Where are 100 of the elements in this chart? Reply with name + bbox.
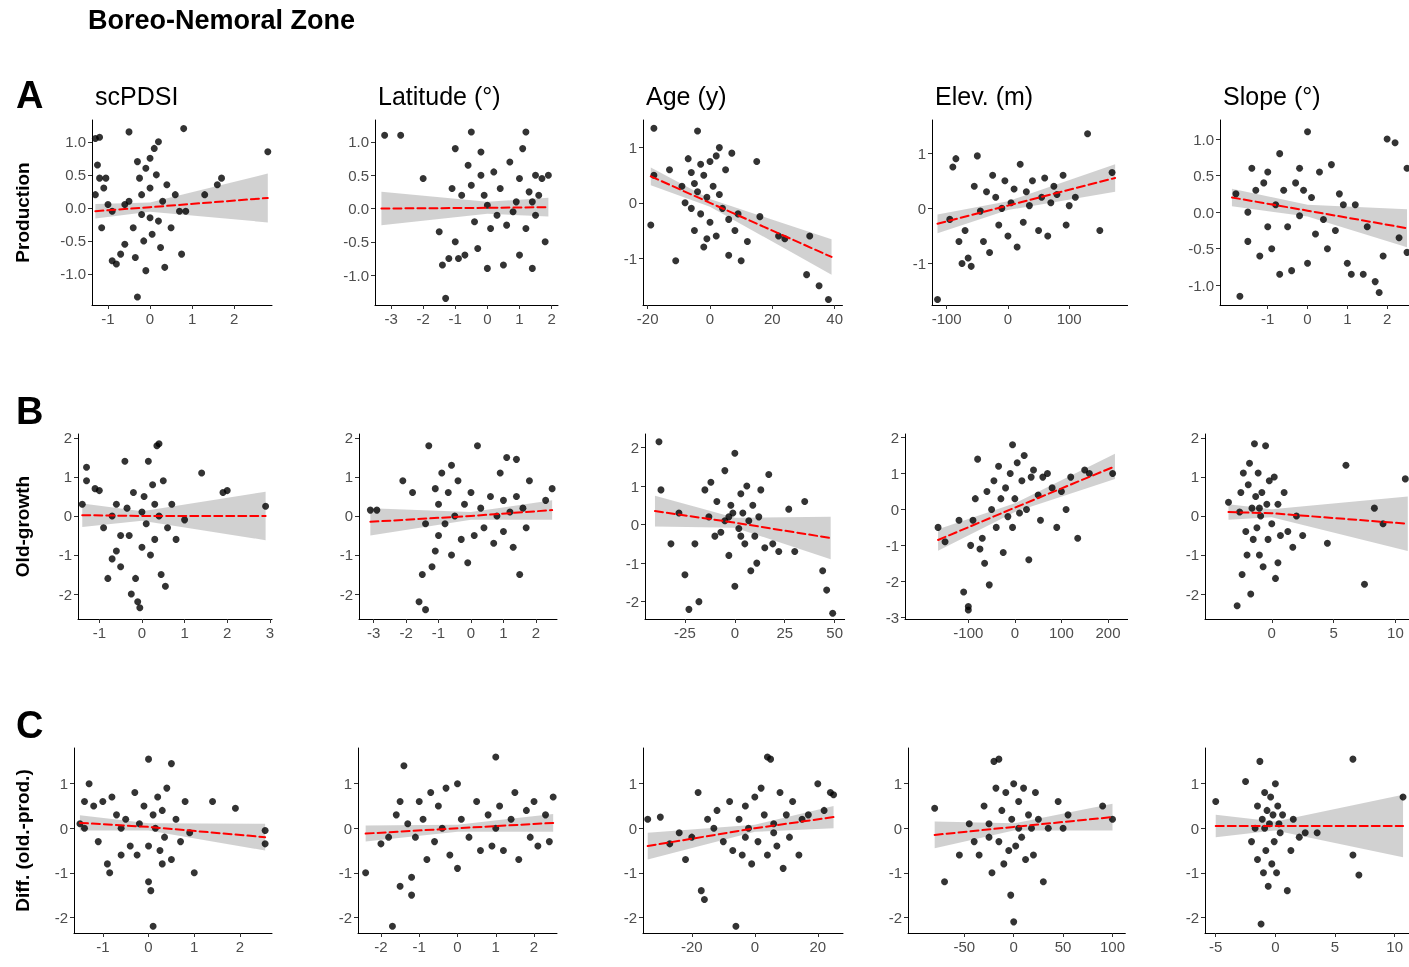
point [100,184,108,192]
point [1036,516,1044,524]
point [1007,891,1015,899]
x-tick-label: 1 [515,310,524,327]
point [964,606,972,614]
point [103,860,111,868]
y-tick-label: 0.0 [348,200,369,218]
point [958,260,966,268]
point [682,855,690,863]
y-tick-label: -2 [1185,585,1199,603]
point [721,467,729,475]
point [757,486,765,494]
point [136,174,144,182]
point [1013,459,1021,467]
point [1250,440,1258,448]
point [444,489,452,497]
point [81,824,89,832]
y-tick-label: 0.0 [65,199,86,217]
point [133,158,141,166]
x-tick-label: 0 [730,624,740,641]
y-tick-label: -2 [58,585,72,603]
x-tick-label: 1 [180,624,189,641]
chart-title: Age (y) [646,81,727,110]
point [710,824,718,832]
point [1084,130,1092,138]
point [145,878,153,886]
point [522,224,530,232]
point [707,478,715,486]
point [1016,160,1024,168]
point [388,922,396,930]
y-tick-label: -2 [339,585,353,603]
point [999,549,1007,557]
point [1028,177,1036,185]
point [100,524,108,532]
point [408,873,416,881]
x-tick-label: -1 [448,310,462,327]
point [694,127,702,135]
point [1331,226,1339,234]
point [1403,164,1409,172]
point [182,207,190,215]
x-tick-label: 2 [531,624,541,641]
point [1109,470,1117,478]
x-tick-label: 2 [1382,310,1392,327]
point [700,243,708,251]
point [96,133,104,141]
x-tick-label: 0 [1271,938,1280,955]
point [737,532,745,540]
point [701,486,709,494]
point [989,171,997,179]
point [1271,574,1279,582]
point [548,485,556,493]
y-tick-label: 0.5 [1193,167,1214,185]
y-tick-label: 1 [917,144,926,162]
point [1048,484,1056,492]
point [1099,802,1107,810]
point [934,523,942,531]
point [522,806,530,814]
point [112,260,120,268]
point [1254,855,1261,863]
point [650,124,658,132]
point [104,574,112,582]
y-tick-label: 0 [1190,819,1199,837]
point [1268,245,1276,253]
y-tick-label: -1 [1185,864,1199,882]
point [1339,201,1347,209]
point [687,204,695,212]
point [754,838,762,846]
point [694,188,702,196]
point [464,161,472,169]
point [530,798,538,805]
point [760,811,768,819]
point [1264,882,1272,890]
point [146,551,154,559]
point [667,540,675,548]
y-tick-label: 0 [630,516,639,534]
point [735,524,743,532]
point [1264,168,1272,176]
point [1308,194,1316,202]
point [528,264,536,272]
point [1000,860,1008,868]
point [756,213,764,221]
point [992,523,1000,531]
x-tick-label: 50 [1054,938,1072,955]
x-tick-label: -1 [1261,310,1275,327]
point [461,500,468,508]
y-tick-label: 1.0 [348,133,369,151]
x-tick-label: 0 [750,938,759,955]
y-tick-label: 0 [344,507,353,525]
x-tick-label: 0 [1267,624,1276,641]
point [728,149,736,157]
x-tick-label: 10 [1387,624,1404,641]
point [198,469,206,477]
point [150,144,158,152]
point [1296,164,1304,172]
y-tick-label: 1 [628,775,637,793]
point [1264,535,1272,543]
x-tick-label: -1 [431,624,446,641]
point [483,201,491,209]
y-axis-title: Production [12,162,33,263]
point [990,477,998,485]
